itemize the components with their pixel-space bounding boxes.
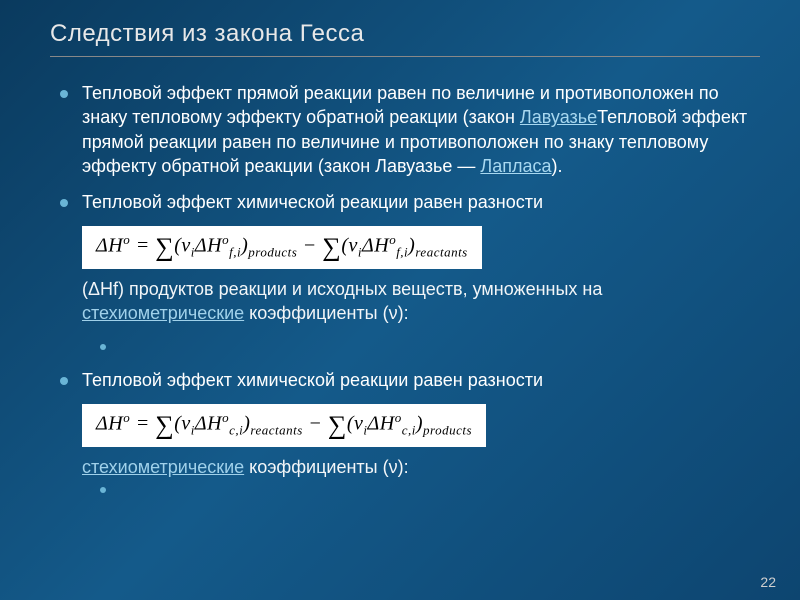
f2-t1: reactants	[250, 423, 302, 438]
f2-t2: products	[423, 423, 472, 438]
f2-close2: )	[416, 413, 423, 435]
bullet-icon	[60, 199, 68, 207]
sub-bullet-2	[60, 479, 760, 493]
f2-dh1: ΔH	[195, 413, 222, 435]
f2-sum2: ∑	[328, 411, 347, 440]
content-area: Тепловой эффект прямой реакции равен по …	[50, 81, 760, 493]
bullet-icon-small	[100, 487, 106, 493]
link-stoich-2[interactable]: стехиометрические	[82, 457, 244, 477]
formula-1-wrap: ΔHo = ∑(νiΔHof,i)products − ∑(νiΔHof,i)r…	[82, 226, 760, 269]
f1-open2: (ν	[341, 235, 358, 257]
b2-post: коэффициенты (ν):	[244, 303, 408, 323]
b1-post: ).	[552, 156, 563, 176]
b2-pre: Тепловой эффект химической реакции равен…	[82, 192, 543, 212]
f1-dhsub2: f,i	[396, 245, 408, 260]
bullet-icon-small	[100, 344, 106, 350]
f2-sum1: ∑	[155, 411, 174, 440]
bullet-3-continue: стехиометрические коэффициенты (ν):	[82, 455, 760, 479]
f1-t2: reactants	[415, 245, 467, 260]
bullet-icon	[60, 90, 68, 98]
f1-minus: −	[297, 235, 322, 257]
f1-dhsub1: f,i	[229, 245, 241, 260]
b3-post: коэффициенты (ν):	[244, 457, 408, 477]
title-underline	[50, 56, 760, 57]
bullet-2-text: Тепловой эффект химической реакции равен…	[82, 190, 543, 214]
formula-2-wrap: ΔHo = ∑(νiΔHoc,i)reactants − ∑(νiΔHoc,i)…	[82, 404, 760, 447]
bullet-2: Тепловой эффект химической реакции равен…	[60, 190, 760, 214]
f2-dh2: ΔH	[368, 413, 395, 435]
f2-eq: =	[130, 413, 155, 435]
f2-lhs: ΔH	[96, 413, 123, 435]
b2-mid: (ΔHf) продуктов реакции и исходных вещес…	[82, 279, 602, 299]
slide-title: Следствия из закона Гесса	[50, 20, 760, 48]
page-number: 22	[760, 574, 776, 590]
bullet-3: Тепловой эффект химической реакции равен…	[60, 368, 760, 392]
f1-t1: products	[248, 245, 297, 260]
f1-dh1: ΔH	[195, 235, 222, 257]
f1-sum1: ∑	[155, 233, 174, 262]
f2-open2: (ν	[347, 413, 364, 435]
f1-dh2: ΔH	[362, 235, 389, 257]
bullet-1-text: Тепловой эффект прямой реакции равен по …	[82, 81, 760, 178]
f1-open1: (ν	[174, 235, 191, 257]
bullet-2-continue: (ΔHf) продуктов реакции и исходных вещес…	[82, 277, 760, 326]
f2-dhsup2: o	[395, 410, 402, 425]
formula-2: ΔHo = ∑(νiΔHoc,i)reactants − ∑(νiΔHoc,i)…	[82, 404, 486, 447]
f1-lhs: ΔH	[96, 235, 123, 257]
b3-pre: Тепловой эффект химической реакции равен…	[82, 370, 543, 390]
bullet-1: Тепловой эффект прямой реакции равен по …	[60, 81, 760, 178]
sub-bullet-1	[60, 336, 760, 350]
f1-eq: =	[130, 235, 155, 257]
f2-dhsub1: c,i	[229, 423, 243, 438]
f2-minus: −	[303, 413, 328, 435]
bullet-icon	[60, 377, 68, 385]
f1-sum2: ∑	[322, 233, 341, 262]
f2-dhsub2: c,i	[402, 423, 416, 438]
link-stoich-1[interactable]: стехиометрические	[82, 303, 244, 323]
bullet-3-text: Тепловой эффект химической реакции равен…	[82, 368, 543, 392]
f2-open1: (ν	[174, 413, 191, 435]
slide-container: Следствия из закона Гесса Тепловой эффек…	[0, 0, 800, 525]
link-lavoisier[interactable]: Лавуазье	[520, 107, 597, 127]
link-laplace[interactable]: Лапласа	[480, 156, 551, 176]
formula-1: ΔHo = ∑(νiΔHof,i)products − ∑(νiΔHof,i)r…	[82, 226, 482, 269]
